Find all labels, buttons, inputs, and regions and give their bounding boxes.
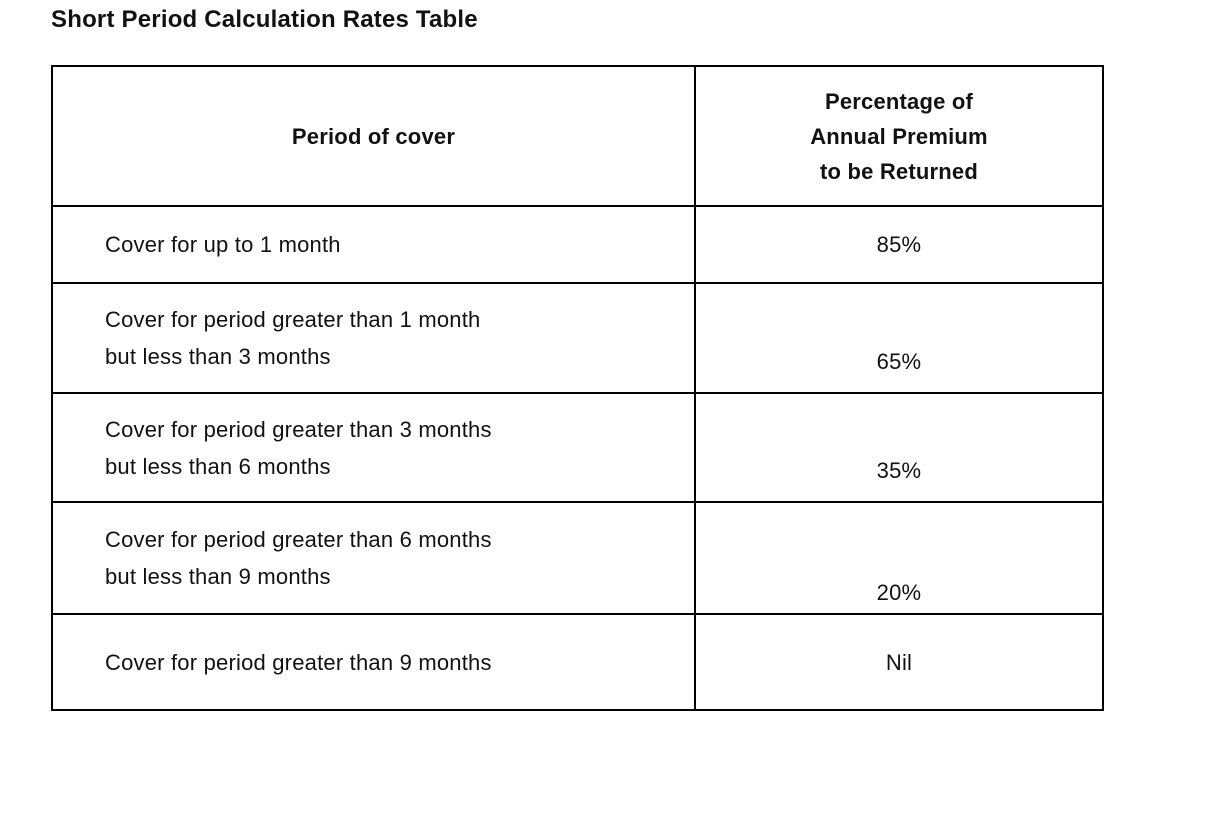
column-header-period-of-cover: Period of cover	[51, 65, 696, 207]
table-row: Cover for period greater than 1 month bu…	[51, 282, 1104, 394]
page-title: Short Period Calculation Rates Table	[51, 6, 478, 33]
table-row: Cover for up to 1 month 85%	[51, 205, 1104, 284]
percentage-returned-cell: 65%	[694, 282, 1104, 394]
period-of-cover-cell: Cover for up to 1 month	[51, 205, 696, 284]
rates-table: Period of cover Percentage of Annual Pre…	[51, 65, 1104, 711]
table-row: Cover for period greater than 6 months b…	[51, 501, 1104, 615]
percentage-returned-cell: Nil	[694, 613, 1104, 711]
period-of-cover-cell: Cover for period greater than 1 month bu…	[51, 282, 696, 394]
period-of-cover-cell: Cover for period greater than 6 months b…	[51, 501, 696, 615]
table-body: Cover for up to 1 month 85% Cover for peri…	[51, 205, 1104, 711]
period-of-cover-cell: Cover for period greater than 9 months	[51, 613, 696, 711]
table-header: Period of cover Percentage of Annual Pre…	[51, 65, 1104, 207]
percentage-returned-cell: 20%	[694, 501, 1104, 615]
table-row: Cover for period greater than 3 months b…	[51, 392, 1104, 503]
percentage-returned-cell: 35%	[694, 392, 1104, 503]
period-of-cover-cell: Cover for period greater than 3 months b…	[51, 392, 696, 503]
column-header-percentage-returned: Percentage of Annual Premium to be Retur…	[694, 65, 1104, 207]
table-header-row: Period of cover Percentage of Annual Pre…	[51, 65, 1104, 207]
percentage-returned-cell: 85%	[694, 205, 1104, 284]
table-row: Cover for period greater than 9 months Ni…	[51, 613, 1104, 711]
